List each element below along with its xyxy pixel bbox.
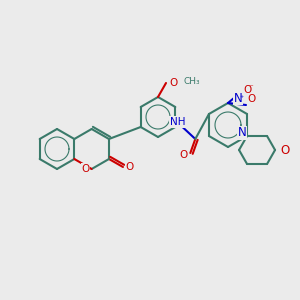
Text: NH: NH (169, 117, 185, 127)
Text: N: N (238, 127, 246, 140)
Text: N: N (234, 92, 242, 104)
Text: O: O (126, 162, 134, 172)
Text: O: O (248, 94, 256, 104)
Text: O: O (82, 164, 90, 174)
Text: O: O (244, 85, 252, 95)
Text: O: O (170, 78, 178, 88)
Text: CH₃: CH₃ (183, 76, 200, 85)
Text: O: O (179, 150, 188, 160)
Text: ⁻: ⁻ (249, 83, 254, 92)
Text: O: O (280, 143, 290, 157)
Text: ⁺: ⁺ (240, 94, 244, 103)
